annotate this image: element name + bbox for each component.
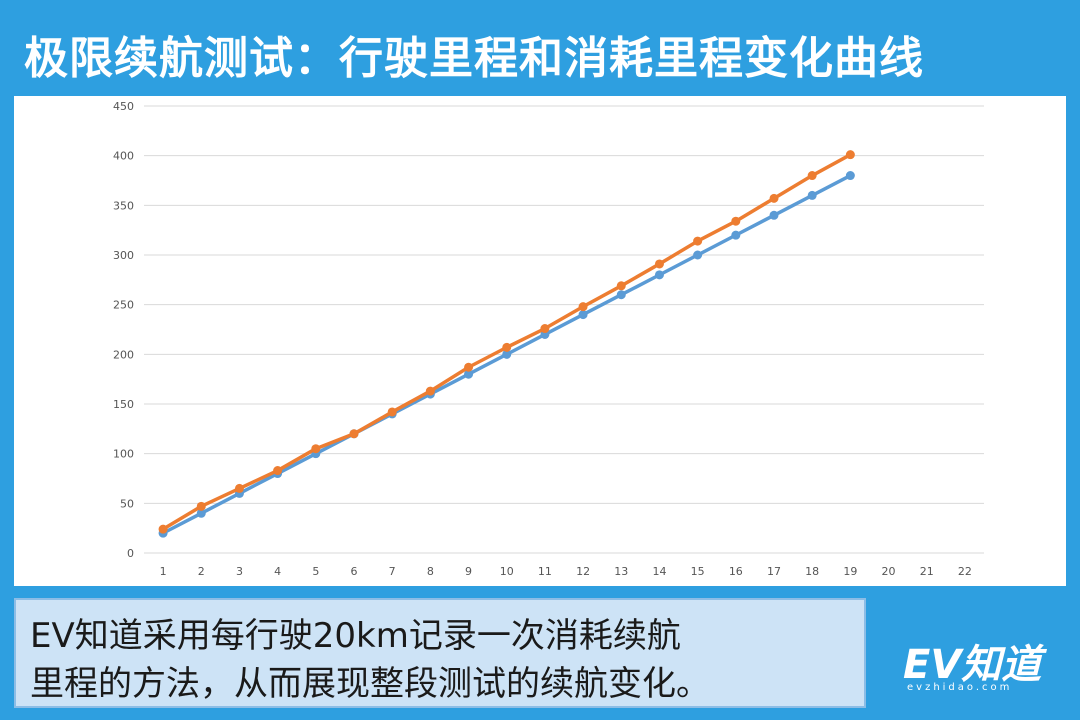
x-tick-label: 8 <box>427 565 434 578</box>
grid-lines <box>144 105 984 554</box>
series-0-point <box>464 369 474 379</box>
y-tick-label: 250 <box>113 299 134 312</box>
caption-box: EV知道采用每行驶20km记录一次消耗续航 里程的方法，从而展现整段测试的续航变… <box>14 598 866 708</box>
series-1-point <box>158 524 168 534</box>
logo-text: EV知道 <box>903 642 1042 688</box>
x-axis: 1 2 3 4 5 6 7 8 9 10 11 12 13 14 15 16 17 18 19 20 21 22 <box>160 565 972 578</box>
series-1-point <box>425 386 435 396</box>
x-tick-label: 1 <box>160 565 167 578</box>
series-1-point <box>616 281 626 291</box>
x-tick-label: 17 <box>767 565 781 578</box>
x-tick-label: 6 <box>351 565 358 578</box>
x-tick-label: 21 <box>920 565 934 578</box>
x-tick-label: 10 <box>500 565 514 578</box>
x-tick-label: 13 <box>614 565 628 578</box>
series-0-point <box>502 349 512 359</box>
y-tick-label: 450 <box>113 100 134 113</box>
series-0-point <box>616 290 626 300</box>
x-tick-label: 11 <box>538 565 552 578</box>
series-1-point <box>578 302 588 312</box>
y-axis: 0 50 100 150 200 250 300 350 400 450 <box>113 100 134 560</box>
series-1-point <box>845 150 855 160</box>
y-tick-label: 300 <box>113 249 134 262</box>
series-0-point <box>731 230 741 240</box>
series-line-1 <box>162 153 852 531</box>
y-tick-label: 50 <box>120 497 134 510</box>
x-tick-label: 5 <box>312 565 319 578</box>
header-bar: 极限续航测试：行驶里程和消耗里程变化曲线 <box>0 0 1080 100</box>
series-1-point <box>654 259 664 269</box>
series-0-point <box>807 190 817 200</box>
y-tick-label: 200 <box>113 348 134 361</box>
series <box>158 150 855 538</box>
y-tick-label: 0 <box>127 547 134 560</box>
series-1-point <box>807 171 817 181</box>
x-tick-label: 2 <box>198 565 205 578</box>
x-tick-label: 15 <box>691 565 705 578</box>
series-1-point <box>387 407 397 417</box>
series-0-point <box>769 210 779 220</box>
series-0-point <box>654 270 664 280</box>
caption-line-1: EV知道采用每行驶20km记录一次消耗续航 <box>30 616 681 656</box>
x-tick-label: 4 <box>274 565 281 578</box>
x-tick-label: 19 <box>843 565 857 578</box>
series-1-point <box>349 429 359 439</box>
series-0-point <box>845 171 855 181</box>
chart-panel: 0 50 100 150 200 250 300 350 400 450 1 2 3 4 5 6 7 8 9 10 1… <box>14 96 1066 586</box>
x-tick-label: 22 <box>958 565 972 578</box>
logo-url: evzhidao.com <box>907 682 1013 693</box>
evzhidao-logo: EV知道 evzhidao.com <box>895 632 1065 702</box>
series-1-point <box>731 216 741 226</box>
x-tick-label: 3 <box>236 565 243 578</box>
series-1-point <box>464 362 474 372</box>
y-tick-label: 100 <box>113 448 134 461</box>
series-1-point <box>273 466 283 476</box>
y-tick-label: 400 <box>113 150 134 163</box>
series-1-point <box>693 236 703 246</box>
x-tick-label: 12 <box>576 565 590 578</box>
series-0-point <box>693 250 703 260</box>
series-0-point <box>578 310 588 320</box>
x-tick-label: 16 <box>729 565 743 578</box>
y-tick-label: 150 <box>113 398 134 411</box>
series-1-point <box>540 324 550 334</box>
series-1-point <box>196 501 206 511</box>
x-tick-label: 20 <box>882 565 896 578</box>
x-tick-label: 14 <box>652 565 666 578</box>
series-0-point <box>196 508 206 518</box>
series-1-point <box>234 483 244 493</box>
y-tick-label: 350 <box>113 199 134 212</box>
page-title: 极限续航测试：行驶里程和消耗里程变化曲线 <box>24 33 924 84</box>
series-1-point <box>769 193 779 203</box>
series-1-point <box>311 444 321 454</box>
x-tick-label: 9 <box>465 565 472 578</box>
x-tick-label: 18 <box>805 565 819 578</box>
series-1-point <box>502 342 512 352</box>
x-tick-label: 7 <box>389 565 396 578</box>
caption-line-2: 里程的方法，从而展现整段测试的续航变化。 <box>30 664 710 704</box>
